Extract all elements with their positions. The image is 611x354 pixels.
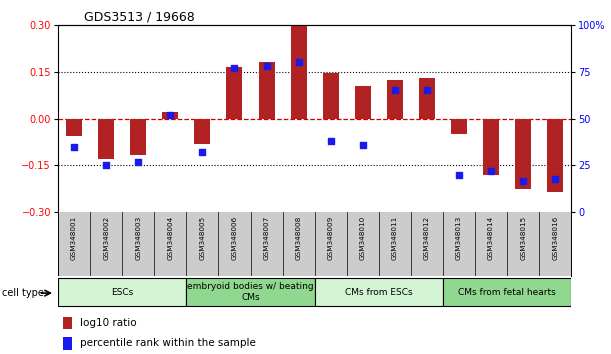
Bar bbox=[483, 119, 499, 175]
Bar bbox=[419, 78, 435, 119]
Point bbox=[197, 149, 207, 155]
Point bbox=[390, 87, 400, 93]
Text: GSM348011: GSM348011 bbox=[392, 216, 398, 261]
Text: GSM348002: GSM348002 bbox=[103, 216, 109, 261]
Bar bbox=[355, 86, 371, 119]
Text: GSM348009: GSM348009 bbox=[327, 216, 334, 261]
Text: GSM348008: GSM348008 bbox=[296, 216, 302, 261]
Text: GSM348014: GSM348014 bbox=[488, 216, 494, 261]
Text: CMs from fetal hearts: CMs from fetal hearts bbox=[458, 287, 556, 297]
Point bbox=[294, 59, 304, 65]
Bar bbox=[63, 316, 73, 329]
Point bbox=[69, 144, 79, 149]
Point bbox=[518, 178, 528, 183]
Point bbox=[326, 138, 335, 144]
Point bbox=[230, 65, 240, 71]
Text: ESCs: ESCs bbox=[111, 287, 133, 297]
Text: cell type: cell type bbox=[2, 288, 44, 298]
Bar bbox=[227, 67, 243, 119]
Text: GSM348003: GSM348003 bbox=[135, 216, 141, 261]
Text: embryoid bodies w/ beating
CMs: embryoid bodies w/ beating CMs bbox=[187, 282, 314, 302]
Bar bbox=[443, 278, 571, 306]
Text: CMs from ESCs: CMs from ESCs bbox=[345, 287, 412, 297]
Text: GSM348004: GSM348004 bbox=[167, 216, 174, 261]
Point bbox=[486, 168, 496, 174]
Bar bbox=[258, 62, 274, 119]
Bar bbox=[291, 26, 307, 119]
Text: GSM348016: GSM348016 bbox=[552, 216, 558, 261]
Bar bbox=[186, 278, 315, 306]
Text: GSM348007: GSM348007 bbox=[263, 216, 269, 261]
Text: GSM348012: GSM348012 bbox=[424, 216, 430, 261]
Point bbox=[133, 159, 143, 165]
Bar bbox=[547, 119, 563, 192]
Text: GSM348013: GSM348013 bbox=[456, 216, 462, 261]
Point bbox=[101, 163, 111, 169]
Bar bbox=[163, 112, 178, 119]
Bar bbox=[194, 119, 210, 144]
Point bbox=[551, 176, 560, 182]
Text: GSM348006: GSM348006 bbox=[232, 216, 238, 261]
Point bbox=[262, 63, 271, 69]
Bar bbox=[63, 337, 73, 350]
Text: percentile rank within the sample: percentile rank within the sample bbox=[79, 338, 255, 348]
Point bbox=[358, 142, 368, 148]
Bar bbox=[323, 73, 338, 119]
Bar bbox=[387, 80, 403, 119]
Text: GSM348001: GSM348001 bbox=[71, 216, 77, 261]
Bar bbox=[130, 119, 146, 155]
Bar bbox=[58, 278, 186, 306]
Point bbox=[454, 172, 464, 178]
Text: GSM348015: GSM348015 bbox=[520, 216, 526, 261]
Point bbox=[422, 87, 432, 93]
Text: log10 ratio: log10 ratio bbox=[79, 318, 136, 328]
Text: GSM348005: GSM348005 bbox=[199, 216, 205, 261]
Text: GSM348010: GSM348010 bbox=[360, 216, 366, 261]
Bar bbox=[515, 119, 531, 189]
Bar bbox=[98, 119, 114, 159]
Bar bbox=[315, 278, 443, 306]
Point bbox=[166, 112, 175, 118]
Text: GDS3513 / 19668: GDS3513 / 19668 bbox=[84, 11, 194, 24]
Bar bbox=[451, 119, 467, 134]
Bar bbox=[66, 119, 82, 136]
